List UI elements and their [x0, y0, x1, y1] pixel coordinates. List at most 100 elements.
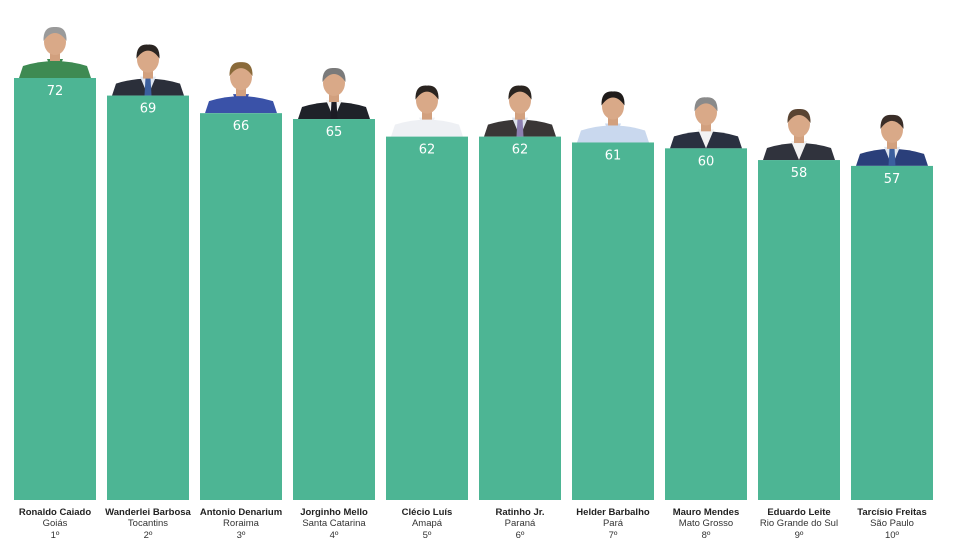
portrait-hair: [415, 85, 439, 100]
portrait-shirt: [419, 117, 435, 137]
politician-portrait: [112, 44, 184, 96]
category-rank-label: 2º: [144, 530, 153, 540]
portrait-head: [509, 87, 531, 114]
politician-portrait: [205, 62, 277, 114]
portrait-hair: [601, 91, 625, 106]
portrait-hair: [880, 114, 904, 129]
category-state-label: Pará: [603, 518, 624, 529]
portrait-neck: [515, 111, 525, 120]
politician-portrait: [577, 91, 649, 143]
portrait-hair: [229, 62, 253, 77]
portrait-shirt: [605, 123, 621, 143]
bar: [479, 136, 561, 500]
portrait-hair: [43, 26, 67, 41]
portrait-shirt: [698, 129, 714, 149]
portrait-head: [137, 46, 159, 73]
category-name-label: Ratinho Jr.: [495, 507, 544, 518]
politician-portrait: [763, 108, 835, 161]
portrait-neck: [50, 53, 60, 61]
bar-value-label: 61: [605, 148, 622, 163]
category-state-label: Tocantins: [128, 518, 168, 529]
category-rank-label: 5º: [423, 530, 432, 540]
portrait-hair: [136, 44, 160, 59]
category-name-label: Jorginho Mello: [300, 507, 368, 518]
category-rank-label: 4º: [330, 530, 339, 540]
category-name-label: Antonio Denarium: [200, 507, 282, 518]
bar-value-label: 72: [47, 84, 64, 99]
portrait-shirt: [233, 94, 249, 114]
portrait-head: [881, 116, 903, 143]
portrait-neck: [608, 117, 618, 126]
portrait-neck: [422, 111, 432, 120]
portrait-neck: [329, 94, 339, 103]
bar: [665, 148, 747, 501]
category-state-label: Santa Catarina: [302, 518, 366, 529]
portrait-tie: [144, 77, 152, 96]
category-state-label: Mato Grosso: [679, 518, 733, 529]
category-rank-label: 7º: [609, 530, 618, 540]
category-rank-label: 10º: [885, 530, 900, 540]
portrait-neck: [794, 135, 804, 144]
portrait-hair: [508, 85, 532, 100]
category-name-label: Clécio Luís: [402, 507, 453, 518]
category-state-label: Roraima: [223, 518, 260, 529]
portrait-tie: [888, 147, 896, 166]
politician-portrait: [484, 85, 556, 137]
category-name-label: Wanderlei Barbosa: [105, 507, 191, 518]
bar: [386, 136, 468, 500]
portrait-neck: [701, 123, 711, 132]
portrait-hair: [787, 108, 811, 124]
bar: [758, 160, 840, 501]
bar: [200, 113, 282, 501]
category-name-label: Eduardo Leite: [767, 507, 830, 518]
portrait-neck: [887, 140, 897, 149]
bar-value-label: 65: [326, 125, 343, 140]
portrait-shirt: [47, 59, 63, 78]
portrait-head: [695, 99, 717, 126]
category-rank-label: 9º: [795, 530, 804, 540]
bar-value-label: 69: [140, 102, 157, 117]
bar: [572, 142, 654, 500]
bar-value-label: 62: [512, 143, 529, 158]
portrait-hair: [694, 97, 718, 112]
portrait-shirt: [791, 141, 807, 161]
politician-portrait: [856, 114, 928, 166]
category-rank-label: 3º: [237, 530, 246, 540]
category-name-label: Tarcísio Freitas: [857, 507, 927, 518]
bar-value-label: 60: [698, 154, 715, 169]
politician-portrait: [391, 85, 463, 137]
portrait-head: [44, 29, 66, 55]
category-state-label: Rio Grande do Sul: [760, 518, 838, 529]
bar: [14, 78, 96, 500]
bar: [293, 119, 375, 501]
portrait-neck: [143, 70, 153, 79]
portrait-head: [788, 111, 810, 138]
portrait-hair: [322, 67, 346, 83]
category-state-label: Paraná: [505, 518, 536, 529]
bar-value-label: 57: [884, 172, 901, 187]
politician-portrait: [670, 97, 742, 149]
category-name-label: Mauro Mendes: [673, 507, 740, 518]
portrait-head: [230, 64, 252, 91]
bar-value-label: 62: [419, 143, 436, 158]
portrait-head: [416, 87, 438, 114]
politician-portrait: [298, 67, 370, 120]
category-rank-label: 8º: [702, 530, 711, 540]
portrait-head: [602, 93, 624, 120]
portrait-head: [323, 70, 345, 97]
portrait-tie: [330, 101, 338, 120]
bar: [107, 95, 189, 500]
portrait-neck: [236, 88, 246, 97]
politician-portrait: [19, 26, 91, 78]
category-rank-label: 1º: [51, 530, 60, 540]
